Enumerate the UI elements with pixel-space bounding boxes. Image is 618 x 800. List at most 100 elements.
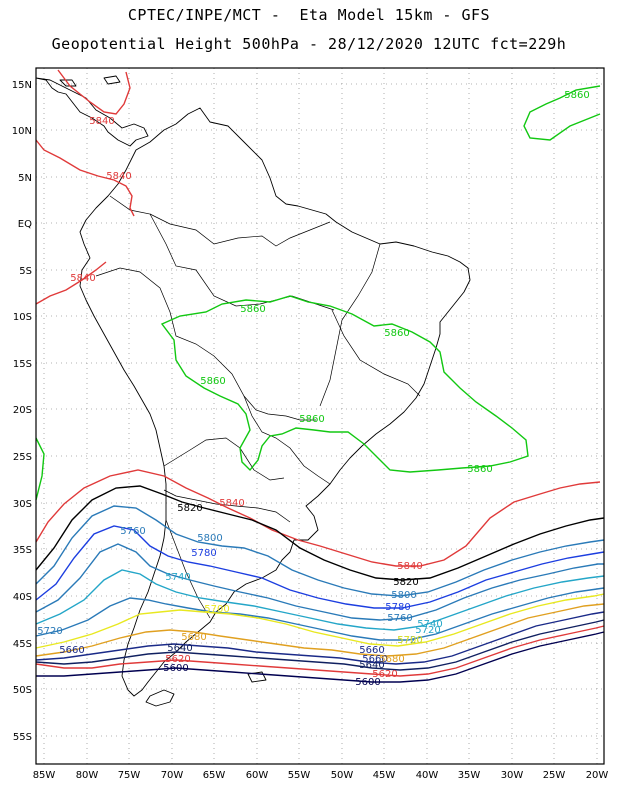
- contour-label-5640: 5640: [167, 643, 192, 654]
- lon-tick-label: 20W: [586, 770, 609, 781]
- map-subtitle: Geopotential Height 500hPa - 28/12/2020 …: [51, 35, 567, 53]
- contour-label-5840: 5840: [397, 561, 422, 572]
- contour-label-5800: 5800: [391, 590, 416, 601]
- lon-tick-label: 40W: [416, 770, 439, 781]
- contour-label-5740: 5740: [165, 572, 190, 583]
- contour-labels: 5840 5840 5840 5860 5860 5860 5860 5860 5860 5820…: [37, 90, 589, 688]
- contour-label-5840: 5840: [89, 116, 114, 127]
- lon-tick-label: 75W: [118, 770, 141, 781]
- south-america-coast: [79, 107, 471, 697]
- contour-5860-continent: [160, 295, 529, 473]
- contour-label-5620: 5620: [372, 669, 397, 680]
- contour-label-5840: 5840: [70, 273, 95, 284]
- contour-label-5720: 5720: [415, 625, 440, 636]
- lat-tick-label: 35S: [13, 545, 32, 556]
- contour-label-5720: 5720: [397, 635, 422, 646]
- contour-label-5820: 5820: [177, 503, 202, 514]
- contour-label-5620: 5620: [165, 654, 190, 665]
- contour-label-5860: 5860: [299, 414, 324, 425]
- contour-5720: [35, 587, 605, 641]
- lat-tick-label: 15S: [13, 359, 32, 370]
- contour-5860-west: [35, 437, 45, 501]
- lon-tick-label: 60W: [246, 770, 269, 781]
- contour-lines: [35, 69, 605, 683]
- contour-label-5720: 5720: [37, 626, 62, 637]
- lat-tick-label: 10S: [13, 312, 32, 323]
- lat-tick-label: 55S: [13, 732, 32, 743]
- tierra-del-fuego-coast: [145, 689, 175, 707]
- lon-tick-label: 30W: [501, 770, 524, 781]
- contour-label-5760: 5760: [387, 613, 412, 624]
- lat-tick-label: EQ: [18, 219, 32, 230]
- contour-5620: [35, 625, 605, 677]
- contour-5860-ne: [523, 85, 601, 141]
- lon-tick-label: 65W: [203, 770, 226, 781]
- contour-label-5840: 5840: [106, 171, 131, 182]
- contour-5840-nw-c: [35, 261, 107, 305]
- lat-tick-label: 25S: [13, 452, 32, 463]
- contour-label-5860: 5860: [200, 376, 225, 387]
- contour-5700: [35, 593, 605, 649]
- contour-5840-south: [35, 469, 601, 567]
- lat-tick-label: 30S: [13, 499, 32, 510]
- contour-label-5660: 5660: [362, 654, 387, 665]
- latitude-axis: 15N 10N 5N EQ 5S 10S 15S 20S 25S 30S 35S 40S 45S 50S 5…: [12, 80, 32, 743]
- central-america-coast: [35, 77, 149, 147]
- lat-tick-label: 20S: [13, 405, 32, 416]
- graticule: [36, 68, 604, 764]
- contour-label-5600: 5600: [355, 677, 380, 688]
- contour-5820: [35, 485, 605, 581]
- lat-tick-label: 5S: [19, 266, 32, 277]
- lat-tick-label: 45S: [13, 639, 32, 650]
- lat-tick-label: 5N: [18, 173, 32, 184]
- lon-tick-label: 85W: [33, 770, 56, 781]
- contour-5680: [35, 603, 605, 657]
- contour-label-5740: 5740: [417, 619, 442, 630]
- contour-label-5700: 5700: [204, 604, 229, 615]
- lat-tick-label: 10N: [12, 126, 32, 137]
- contour-label-5660: 5660: [59, 645, 84, 656]
- contour-label-5860: 5860: [240, 304, 265, 315]
- contour-label-5640: 5640: [359, 660, 384, 671]
- lon-tick-label: 70W: [161, 770, 184, 781]
- falklands-coast: [247, 671, 267, 683]
- caribbean-islands-coast: [59, 75, 121, 87]
- contour-label-5600: 5600: [163, 663, 188, 674]
- country-borders: [95, 195, 421, 619]
- lat-tick-label: 15N: [12, 80, 32, 91]
- contour-5780: [35, 525, 605, 609]
- contour-5660: [35, 611, 605, 665]
- contour-5760: [35, 543, 604, 621]
- contour-5840-nw-a: [35, 139, 135, 217]
- lon-tick-label: 50W: [331, 770, 354, 781]
- lon-tick-label: 80W: [76, 770, 99, 781]
- map-frame: [35, 67, 605, 765]
- contour-label-5780: 5780: [385, 602, 410, 613]
- contour-5840-nw-b: [57, 69, 131, 115]
- lon-tick-label: 45W: [373, 770, 396, 781]
- contour-label-5840: 5840: [219, 498, 244, 509]
- longitude-axis: 85W 80W 75W 70W 65W 60W 55W 50W 45W 40W 35W 30W 25W 2…: [33, 770, 609, 781]
- contour-5640: [35, 619, 605, 671]
- lat-tick-label: 50S: [13, 685, 32, 696]
- contour-5600: [36, 631, 605, 683]
- contour-label-5680: 5680: [379, 654, 404, 665]
- contour-label-5820: 5820: [393, 577, 418, 588]
- map-title: CPTEC/INPE/MCT - Eta Model 15km - GFS: [127, 6, 491, 24]
- lon-tick-label: 25W: [543, 770, 566, 781]
- contour-5740: [35, 569, 605, 631]
- contour-label-5700: 5700: [397, 635, 422, 646]
- lat-tick-label: 40S: [13, 592, 32, 603]
- contour-label-5860: 5860: [384, 328, 409, 339]
- contour-label-5660: 5660: [359, 645, 384, 656]
- contour-label-5860: 5860: [467, 464, 492, 475]
- lon-tick-label: 55W: [288, 770, 311, 781]
- contour-label-5860: 5860: [564, 90, 589, 101]
- contour-label-5680: 5680: [181, 632, 206, 643]
- contour-5800: [35, 505, 605, 597]
- contour-label-5760: 5760: [120, 526, 145, 537]
- contour-label-5800: 5800: [197, 533, 222, 544]
- contour-label-5780: 5780: [191, 548, 216, 559]
- lon-tick-label: 35W: [458, 770, 481, 781]
